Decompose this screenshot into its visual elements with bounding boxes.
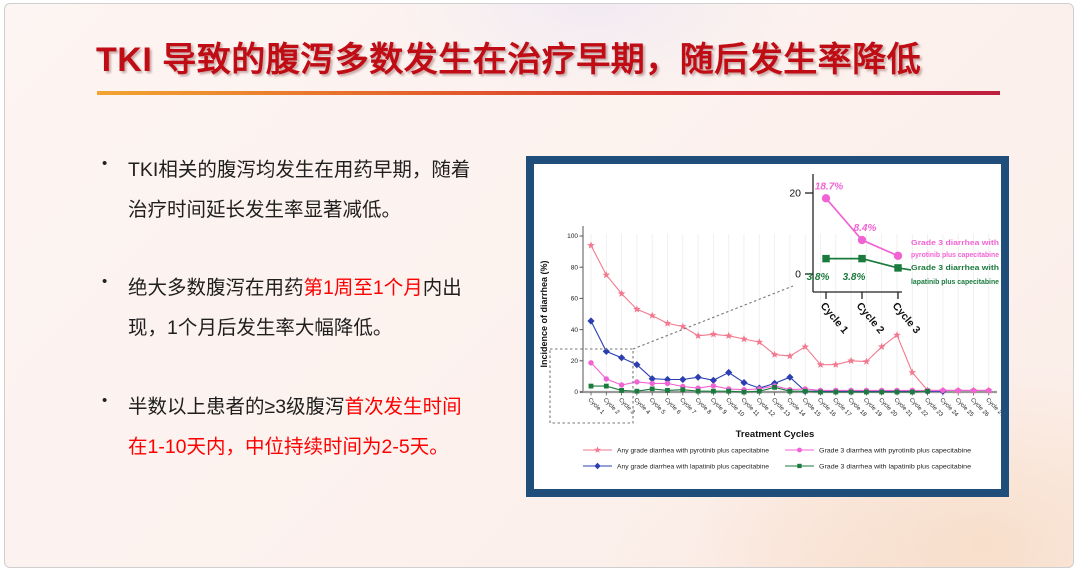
svg-text:Cycle 1: Cycle 1 [818,300,851,336]
svg-text:Grade 3 diarrhea with lapatini: Grade 3 diarrhea with lapatinib plus cap… [819,463,971,470]
bullet-3-segment-2: 首次发生时间在1-10天内，中位持续时间为2-5天。 [128,395,462,458]
svg-text:Grade 3 diarrhea with: Grade 3 diarrhea with [911,238,999,247]
bullet-text: TKI相关的腹泻均发生在用药早期，随着治疗时间延长发生率显著减低。 [128,150,478,230]
svg-text:100: 100 [567,233,578,240]
bullet-item-3: • 半数以上患者的≥3级腹泻首次发生时间在1-10天内，中位持续时间为2-5天。 [102,387,502,467]
bullet-list: • TKI相关的腹泻均发生在用药早期，随着治疗时间延长发生率显著减低。 • 绝大多数腹… [102,150,502,505]
inset-series-1: 3.8% 3.8% Grade 3 diarrhea with lapatinib p… [807,254,999,286]
bullet-item-2: • 绝大多数腹泻在用药第1周至1个月内出现，1个月后发生率大幅降低。 [102,268,502,348]
bullet-dot: • [102,155,108,172]
svg-text:Any grade diarrhea with lapati: Any grade diarrhea with lapatinib plus c… [617,463,769,470]
series-0 [587,241,993,394]
chart-legend: Any grade diarrhea with pyrotinib plus c… [583,446,971,470]
slide: TKI 导致的腹泻多数发生在治疗早期，随后发生率降低 • TKI相关的腹泻均发生在… [4,3,1074,568]
svg-text:0: 0 [574,389,578,396]
bullet-text: 半数以上患者的≥3级腹泻首次发生时间在1-10天内，中位持续时间为2-5天。 [128,387,478,467]
svg-text:lapatinib plus capecitabine: lapatinib plus capecitabine [911,277,999,286]
svg-text:3.8%: 3.8% [807,272,830,283]
bullet-2-segment-2: 第1周至1个月 [303,277,423,300]
bullet-2-segment-3: 内出现，1个月后发生率大幅降低。 [128,277,462,340]
svg-text:Any grade diarrhea with pyroti: Any grade diarrhea with pyrotinib plus c… [617,447,769,454]
slide-title: TKI 导致的腹泻多数发生在治疗早期，随后发生率降低 [96,41,922,79]
svg-text:3.8%: 3.8% [843,272,866,283]
bullet-2-segment-1: 绝大多数腹泻在用药 [128,277,304,300]
series-3 [588,383,930,395]
svg-text:40: 40 [571,327,579,334]
svg-text:20: 20 [571,358,579,365]
svg-text:0: 0 [795,269,801,281]
bullet-item-1: • TKI相关的腹泻均发生在用药早期，随着治疗时间延长发生率显著减低。 [102,150,502,230]
svg-text:60: 60 [571,296,579,303]
bullet-1-segment-1: TKI相关的腹泻均发生在用药早期，随着治疗时间延长发生率显著减低。 [128,159,471,222]
svg-text:20: 20 [789,188,801,200]
svg-text:Cycle 3: Cycle 3 [890,300,923,336]
svg-text:Incidence of diarrhea (%): Incidence of diarrhea (%) [539,260,549,367]
chart-panel: 0 20 40 60 80 100 Cycle 1 Cycle 2 Cycle 3 Cycle 4… [526,156,1009,497]
series-1 [587,317,947,395]
svg-text:80: 80 [571,264,579,271]
inset-series-0: 18.7% 8.4% Grade 3 diarrhea with pyrotinib … [815,181,999,260]
x-axis-title: Treatment Cycles [736,429,815,440]
bullet-text: 绝大多数腹泻在用药第1周至1个月内出现，1个月后发生率大幅降低。 [128,268,478,348]
bullet-dot: • [102,273,108,291]
bullet-3-segment-1: 半数以上患者的≥3级腹泻 [128,395,345,418]
svg-text:8.4%: 8.4% [854,223,877,234]
diarrhea-incidence-chart: 0 20 40 60 80 100 Cycle 1 Cycle 2 Cycle 3 Cycle 4… [534,164,1001,489]
zoom-region [549,285,794,424]
svg-text:18.7%: 18.7% [815,181,843,192]
svg-text:pyrotinib plus capecitabine: pyrotinib plus capecitabine [911,250,999,259]
svg-text:Grade 3 diarrhea with pyrotini: Grade 3 diarrhea with pyrotinib plus cap… [819,447,971,454]
svg-text:Grade 3 diarrhea with: Grade 3 diarrhea with [911,263,999,272]
title-underline [97,91,1000,95]
bullet-dot: • [102,391,108,409]
